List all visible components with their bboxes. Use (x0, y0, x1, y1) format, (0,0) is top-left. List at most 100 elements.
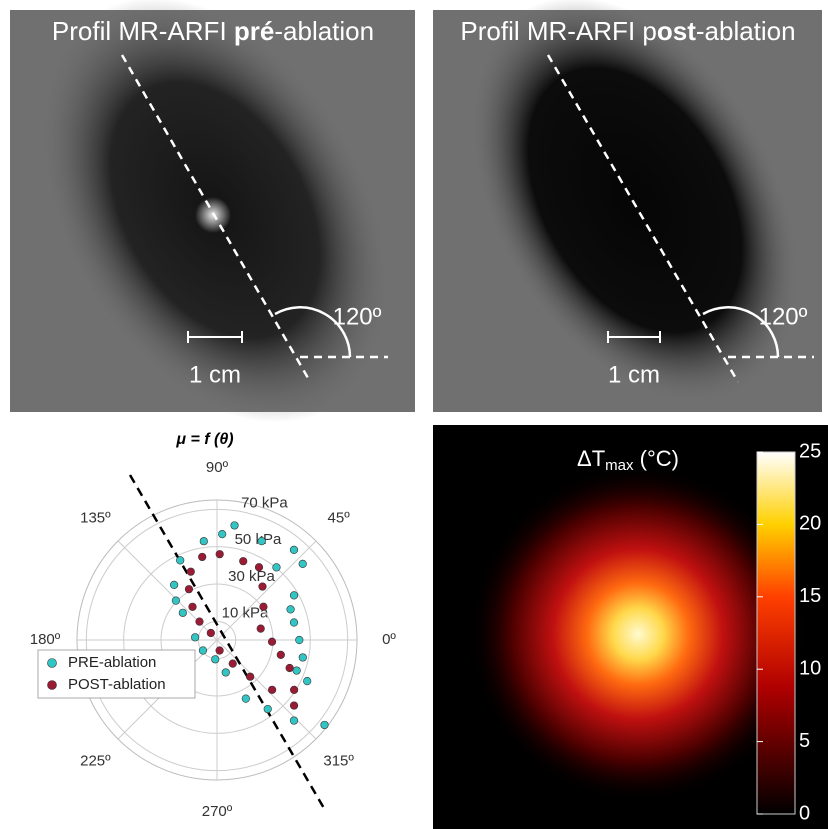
theta-tick-label: 90º (206, 459, 229, 476)
spoke (216, 639, 317, 740)
theta-tick-label: 135º (80, 509, 111, 526)
data-point (286, 605, 295, 614)
data-point (259, 602, 268, 611)
data-point (256, 624, 265, 633)
data-point (298, 559, 307, 569)
data-point (289, 545, 299, 554)
legend-marker (47, 658, 57, 668)
colorbar-tick-label: 5 (799, 730, 810, 752)
data-point (230, 521, 239, 530)
scale-label: 1 cm (189, 361, 241, 388)
theta-tick-label: 225º (80, 753, 111, 770)
dark-region (471, 0, 799, 403)
angle-label: 120º (333, 303, 382, 330)
r-tick-label: 10 kPa (222, 605, 269, 622)
data-point (176, 556, 185, 565)
polar-grid: 0º 45º 90º 135º 180º 225º 270º 315º 10 kPa 30 kPa… (30, 459, 397, 820)
data-point (184, 585, 194, 594)
data-point (171, 596, 181, 605)
heatmap-title: ΔTmax (°C) (577, 446, 679, 474)
data-point (211, 655, 220, 664)
colorbar (756, 451, 796, 815)
legend-box (37, 649, 196, 699)
data-point (198, 552, 207, 562)
title-part: (°C) (634, 446, 679, 471)
colorbar-tick-label: 0 (799, 802, 810, 824)
scale-label: 1 cm (608, 361, 660, 388)
data-point (188, 602, 197, 611)
data-point (206, 628, 215, 638)
profile-line (546, 54, 740, 383)
data-point (292, 666, 301, 675)
data-point (191, 633, 200, 642)
data-point (267, 637, 277, 646)
data-point (257, 537, 266, 546)
title-subscript: max (605, 457, 634, 474)
title-part: -ablation (696, 16, 796, 46)
data-point (289, 618, 299, 627)
theta-tick-label: 45º (328, 509, 351, 526)
data-point (186, 567, 195, 576)
polar-chart: μ = f (θ) 0º 45º 90º 135º 180º 225º 270º 315º 10… (30, 431, 397, 820)
data-point (276, 650, 285, 659)
angle-arc (274, 306, 352, 358)
data-point (228, 659, 237, 668)
title-part: ΔT (577, 446, 605, 471)
data-point (289, 701, 299, 710)
data-point (298, 653, 307, 662)
title-bold: pré (234, 16, 274, 46)
panel-title: Profil MR-ARFI post-ablation (460, 16, 795, 46)
panel-title: Profil MR-ARFI pré-ablation (52, 16, 374, 46)
data-point (246, 672, 255, 681)
data-point (272, 563, 281, 572)
pre-panel: 1 cm 120º Profil MR-ARFI pré-ablation (10, 0, 415, 423)
post-panel: 1 cm 120º Profil MR-ARFI post-ablation (433, 0, 822, 412)
theta-tick-label: 270º (202, 803, 233, 820)
ring (85, 508, 349, 772)
data-point (268, 685, 277, 694)
data-point (241, 694, 250, 703)
data-point (258, 582, 267, 591)
title-bold: ost (657, 16, 696, 46)
theta-tick-label: 315º (323, 753, 354, 770)
title-part: Profil MR-ARFI (52, 16, 234, 46)
data-point (290, 685, 299, 694)
theta-tick-label: 180º (30, 631, 61, 648)
data-point (199, 537, 208, 546)
legend-marker (47, 680, 57, 690)
profile-line (120, 54, 310, 379)
heatmap-panel: ΔTmax (°C) 0 5 10 15 20 25 (433, 425, 828, 829)
theta-tick-label: 0º (382, 631, 396, 648)
data-point (221, 668, 230, 677)
data-point (178, 608, 187, 617)
heat-spot (468, 464, 808, 804)
scale-bar (187, 331, 243, 343)
chart-title: μ = f (θ) (175, 431, 233, 448)
colorbar-tick-label: 15 (799, 585, 821, 607)
data-point (198, 646, 208, 655)
r-tick-label: 70 kPa (241, 494, 288, 511)
legend-label: PRE-ablation (68, 654, 156, 671)
title-part: -ablation (274, 16, 374, 46)
scale-bar (607, 331, 661, 343)
data-point (295, 635, 304, 645)
data-point (215, 646, 224, 655)
data-point (303, 677, 312, 686)
legend-label: POST-ablation (68, 676, 166, 693)
title-part: Profil MR-ARFI p (460, 16, 656, 46)
data-point (218, 529, 227, 539)
profile-line (128, 474, 327, 811)
colorbar-tick-label: 10 (799, 657, 821, 679)
spoke (216, 540, 317, 641)
data-point (254, 563, 264, 572)
data-point (195, 617, 204, 626)
data-point (170, 580, 179, 590)
angle-arc (702, 306, 780, 358)
data-point (215, 550, 224, 559)
data-point (263, 704, 272, 714)
data-point (239, 557, 248, 566)
data-point (320, 720, 329, 730)
ring (123, 546, 311, 734)
data-point (289, 716, 299, 725)
